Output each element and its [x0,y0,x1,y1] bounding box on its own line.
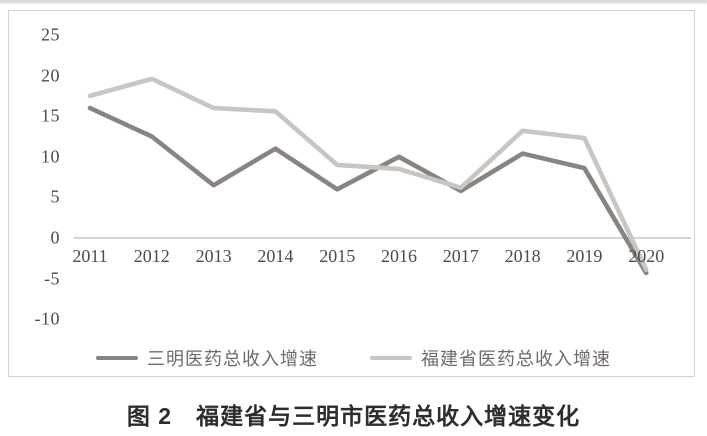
chart-frame [8,10,695,377]
figure-caption: 图 2 福建省与三明市医药总收入增速变化 [126,403,581,429]
x-axis-tick-label: 2011 [72,246,108,266]
scan-artifact-strip [0,0,707,4]
legend-item-sanming: 三明医药总收入增速 [96,345,318,371]
y-axis-tick-label: 15 [41,105,60,126]
legend-item-fujian: 福建省医药总收入增速 [370,345,611,371]
x-axis-tick-label: 2015 [319,246,356,266]
legend-label-fujian: 福建省医药总收入增速 [421,349,611,369]
x-axis-tick-label: 2020 [628,246,665,266]
y-axis-tick-label: 5 [50,186,60,207]
sanming-line-swatch-icon [96,355,138,361]
x-axis-tick-label: 2013 [195,246,232,266]
fujian-line-swatch-icon [370,355,412,361]
y-axis-tick-label: 10 [41,146,60,167]
y-axis-tick-label: -10 [34,308,60,329]
y-axis-tick-label: 0 [50,227,60,248]
x-axis-tick-label: 2017 [442,246,479,266]
y-axis-tick-label: -5 [44,268,60,289]
y-axis-tick-label: 20 [41,65,60,86]
y-axis-tick-label: 25 [41,24,60,45]
x-axis-tick-label: 2014 [257,246,294,266]
series-line-0 [87,105,649,276]
x-axis-tick-label: 2019 [566,246,603,266]
x-axis-tick-label: 2012 [133,246,170,266]
x-axis-tick-label: 2016 [381,246,417,266]
series-line-1 [87,76,649,272]
legend-label-sanming: 三明医药总收入增速 [147,349,318,369]
chart-legend: 三明医药总收入增速 福建省医药总收入增速 [0,345,707,371]
x-axis-tick-label: 2018 [504,246,541,266]
